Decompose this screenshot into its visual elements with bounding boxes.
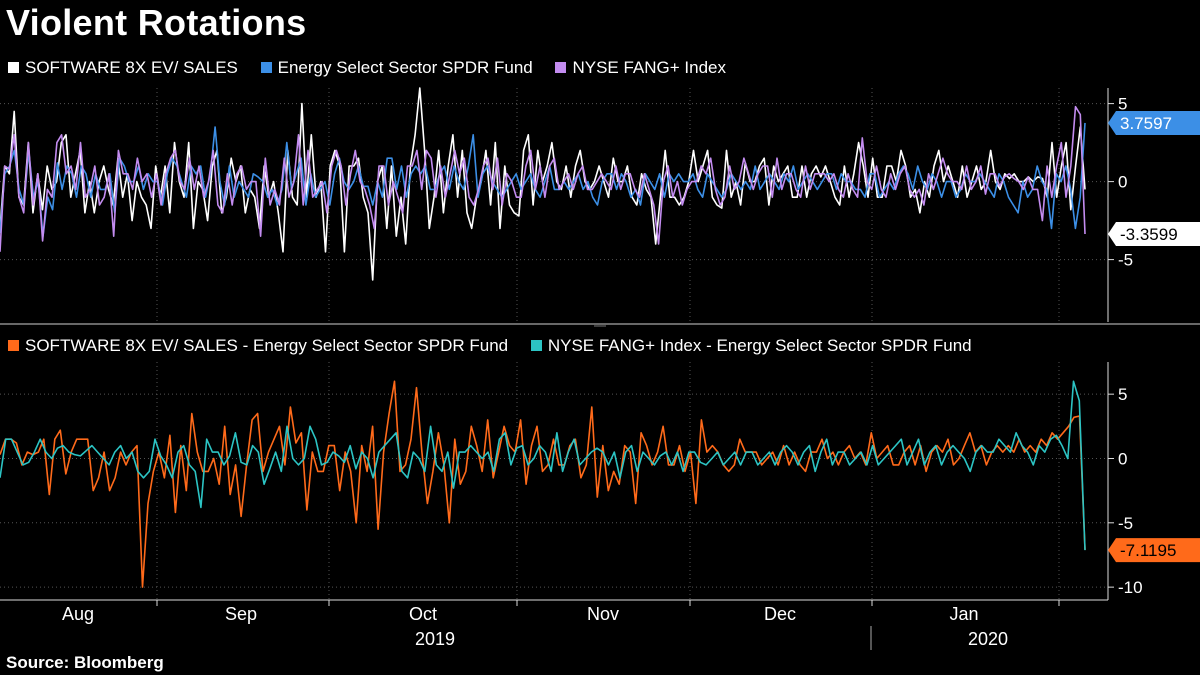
bottom-last-value-box-0 (1108, 538, 1200, 563)
top-y-tick-label-2: -5 (1118, 251, 1133, 270)
top-y-tick-label-1: 0 (1118, 173, 1127, 192)
bottom-y-tick-label-1: 0 (1118, 449, 1127, 468)
legend-item-sw-minus-energy[interactable]: SOFTWARE 8X EV/ SALES - Energy Select Se… (8, 336, 508, 356)
x-month-label-5: Jan (949, 604, 978, 624)
top-legend: SOFTWARE 8X EV/ SALES Energy Select Sect… (8, 58, 744, 78)
bottom-last-value-0: -7.1195 (1108, 538, 1200, 563)
x-year-label-1: 2020 (968, 629, 1008, 649)
top-last-value-text-0: 3.7597 (1120, 114, 1172, 133)
legend-item-fang-minus-energy[interactable]: NYSE FANG+ Index - Energy Select Sector … (530, 336, 972, 356)
bottom-y-tick-label-0: 5 (1118, 385, 1127, 404)
legend-label-sw-minus-energy: SOFTWARE 8X EV/ SALES - Energy Select Se… (25, 336, 509, 355)
top-y-tick-label-0: 5 (1118, 95, 1127, 114)
legend-label-software: SOFTWARE 8X EV/ SALES (25, 58, 238, 77)
source-note: Source: Bloomberg (6, 653, 164, 672)
bottom-legend: SOFTWARE 8X EV/ SALES - Energy Select Se… (8, 336, 990, 356)
legend-item-software[interactable]: SOFTWARE 8X EV/ SALES (8, 58, 238, 78)
top-last-value-1: -3.3599 (1108, 222, 1200, 247)
x-year-label-0: 2019 (415, 629, 455, 649)
chart-title: Violent Rotations (6, 2, 307, 43)
legend-swatch-fang (555, 62, 567, 73)
x-month-label-1: Sep (225, 604, 257, 624)
top-last-value-text-1: -3.3599 (1120, 225, 1178, 244)
x-month-label-3: Nov (587, 604, 619, 624)
bottom-series-line-1 (0, 380, 1086, 551)
legend-swatch-software (8, 62, 19, 73)
legend-label-fang: NYSE FANG+ Index (572, 58, 727, 77)
legend-item-fang[interactable]: NYSE FANG+ Index (555, 58, 726, 78)
top-last-value-0: 3.7597 (1108, 110, 1200, 135)
x-month-label-4: Dec (764, 604, 796, 624)
legend-swatch-sw-minus-energy (8, 340, 19, 351)
legend-swatch-fang-minus-energy (530, 340, 542, 351)
bottom-y-tick-label-2: -5 (1118, 514, 1133, 533)
x-month-label-0: Aug (62, 604, 94, 624)
top-last-value-box-1 (1108, 222, 1200, 247)
bottom-last-value-text-0: -7.1195 (1120, 541, 1176, 560)
x-month-label-2: Oct (409, 604, 437, 624)
top-series-line-2 (0, 105, 1086, 252)
legend-label-energy: Energy Select Sector SPDR Fund (277, 58, 533, 77)
legend-item-energy[interactable]: Energy Select Sector SPDR Fund (260, 58, 533, 78)
legend-label-fang-minus-energy: NYSE FANG+ Index - Energy Select Sector … (547, 336, 972, 355)
bottom-y-tick-label-3: -10 (1118, 578, 1143, 597)
bottom-series-line-0 (0, 380, 1086, 588)
legend-swatch-energy (260, 62, 272, 73)
top-last-value-box-0 (1108, 110, 1200, 135)
